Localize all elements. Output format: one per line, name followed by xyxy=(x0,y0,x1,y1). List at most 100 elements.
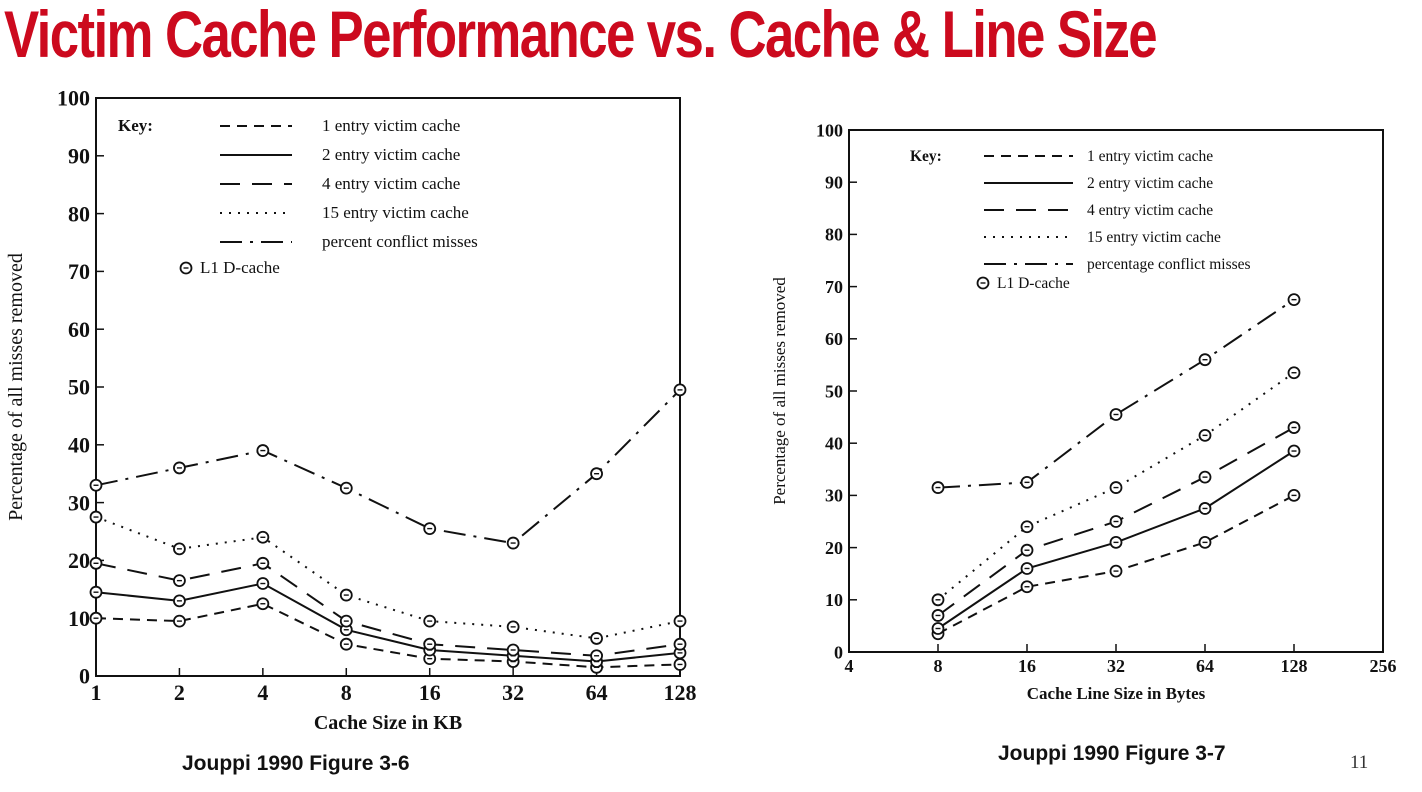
series-line-3 xyxy=(95,562,681,657)
data-point-marker xyxy=(1109,481,1123,494)
x-tick-label: 256 xyxy=(1370,656,1397,676)
legend-title: Key: xyxy=(910,148,942,165)
data-point-marker xyxy=(673,658,687,671)
data-point-marker xyxy=(673,614,687,628)
data-point-marker xyxy=(256,444,270,457)
data-point-marker xyxy=(931,622,945,635)
y-tick-label: 80 xyxy=(68,201,90,226)
data-point-marker xyxy=(256,530,270,544)
legend-marker-note: L1 D-cache xyxy=(976,275,1070,292)
y-tick-label: 30 xyxy=(68,490,90,515)
legend-entry: 1 entry victim cache xyxy=(322,116,460,135)
y-tick-label: 30 xyxy=(825,486,843,506)
y-tick-label: 20 xyxy=(68,548,90,573)
data-point-marker xyxy=(673,646,687,660)
x-tick-label: 16 xyxy=(1018,656,1036,676)
data-point-marker xyxy=(931,609,945,622)
data-point-marker xyxy=(1287,444,1301,458)
data-point-marker xyxy=(1109,535,1123,549)
data-point-marker xyxy=(1287,293,1301,307)
data-point-marker xyxy=(1020,580,1034,594)
data-point-marker xyxy=(89,510,103,524)
y-tick-label: 60 xyxy=(68,317,90,342)
data-point-marker xyxy=(506,536,520,550)
y-axis-label: Percentage of all misses removed xyxy=(770,277,789,505)
y-tick-label: 100 xyxy=(57,86,90,111)
data-point-marker xyxy=(1020,543,1034,557)
y-tick-label: 50 xyxy=(68,375,90,400)
legend-entry: percent conflict misses xyxy=(322,232,478,251)
data-point-marker xyxy=(173,614,186,628)
data-point-marker xyxy=(1287,488,1301,502)
data-point-marker xyxy=(590,649,603,663)
data-point-marker xyxy=(1198,470,1212,484)
x-tick-label: 1 xyxy=(91,680,102,705)
data-point-marker xyxy=(1020,562,1034,575)
data-point-marker xyxy=(89,556,103,570)
marker-note-label: L1 D-cache xyxy=(997,275,1070,292)
series-line-5 xyxy=(937,298,1295,489)
series-line-1 xyxy=(95,602,681,669)
data-point-marker xyxy=(173,461,186,475)
data-point-marker xyxy=(173,594,186,608)
y-tick-label: 60 xyxy=(825,329,843,349)
y-tick-label: 40 xyxy=(68,433,90,458)
data-point-marker xyxy=(339,481,353,495)
chart-2: 0 10 20 30 40 50 60 70 80 90 100 4 8 16 32 64 128 256 Cach… xyxy=(770,120,1397,703)
y-tick-label: 70 xyxy=(825,277,843,297)
x-axis-label: Cache Line Size in Bytes xyxy=(1027,684,1206,703)
series-line-4 xyxy=(937,371,1295,601)
data-point-marker xyxy=(1109,515,1123,528)
x-tick-label: 8 xyxy=(934,656,943,676)
y-tick-label: 70 xyxy=(68,259,90,284)
data-point-marker xyxy=(506,643,520,657)
series-line-5 xyxy=(95,389,681,545)
data-point-marker xyxy=(1198,502,1212,515)
x-tick-label: 4 xyxy=(257,680,268,705)
y-tick-label: 100 xyxy=(816,120,843,140)
x-tick-label: 64 xyxy=(1196,656,1214,676)
x-axis-label: Cache Size in KB xyxy=(314,712,462,734)
legend: Key: 1 entry victim cache 2 entry victim c… xyxy=(118,116,478,277)
data-point-marker xyxy=(1020,520,1034,534)
data-point-marker xyxy=(423,522,437,536)
data-point-marker xyxy=(1287,421,1301,434)
data-point-marker xyxy=(339,614,353,628)
y-tick-label: 90 xyxy=(825,173,843,193)
x-tick-label: 128 xyxy=(1281,656,1308,676)
data-point-marker xyxy=(256,577,270,590)
data-point-marker xyxy=(339,588,353,602)
x-tick-label: 4 xyxy=(845,656,854,676)
y-tick-label: 40 xyxy=(825,434,843,454)
data-point-marker xyxy=(423,614,437,628)
x-tick-label: 128 xyxy=(664,680,697,705)
x-tick-label: 64 xyxy=(586,680,608,705)
legend-entry: 4 entry victim cache xyxy=(322,174,460,193)
chart-1: 0 10 20 30 40 50 60 70 80 90 100 1 2 4 8 16 32 64 128 Cache… xyxy=(5,86,697,734)
x-tick-label: 32 xyxy=(1107,656,1125,676)
data-point-marker xyxy=(256,597,270,611)
y-tick-label: 10 xyxy=(68,606,90,631)
data-point-marker xyxy=(1109,408,1123,421)
data-point-marker xyxy=(1020,475,1034,489)
legend-entry: 15 entry victim cache xyxy=(1087,229,1221,246)
y-tick-label: 90 xyxy=(68,144,90,169)
data-point-marker xyxy=(931,481,945,494)
slide-title: Victim Cache Performance vs. Cache & Lin… xyxy=(4,0,1158,71)
x-tick-label: 8 xyxy=(341,680,352,705)
data-point-marker xyxy=(423,637,437,651)
data-point-marker xyxy=(1198,428,1212,442)
y-axis-label: Percentage of all misses removed xyxy=(5,253,27,521)
series-line-2 xyxy=(95,582,681,663)
legend-entry: 2 entry victim cache xyxy=(1087,175,1213,192)
data-point-marker xyxy=(506,620,520,634)
y-tick-label: 0 xyxy=(79,664,90,689)
marker-note-label: L1 D-cache xyxy=(200,258,280,277)
data-point-marker xyxy=(1287,366,1301,380)
y-tick-label: 20 xyxy=(825,538,843,558)
data-point-marker xyxy=(339,637,353,651)
page-number: 11 xyxy=(1350,752,1369,773)
data-point-marker xyxy=(89,478,103,492)
data-point-marker xyxy=(673,637,687,651)
